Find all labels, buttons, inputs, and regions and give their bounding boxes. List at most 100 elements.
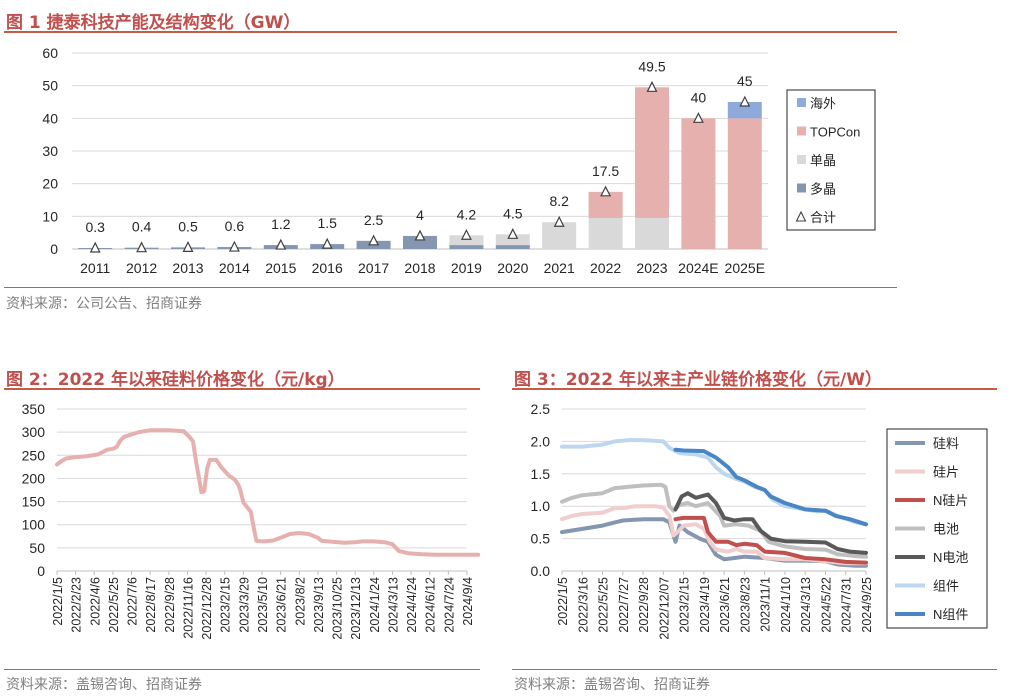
fig1-total-marker (414, 229, 426, 241)
fig2-chart: 0 50 100 150 200 250 300 350 2022/1/5 2022/2/23 20… (22, 401, 481, 640)
fig1-ytick-label: 60 (42, 45, 58, 61)
fig3-xtick-label: 2024/9/25 (860, 577, 874, 633)
fig2-xtick-label: 2022/1/5 (51, 577, 65, 626)
fig1-xtick-label: 2020 (497, 260, 528, 276)
fig3-xtick-label: 2022/3/16 (576, 577, 590, 633)
fig1-xtick-label: 2017 (358, 260, 389, 276)
fig2-xtick-label: 2023/8/2 (293, 577, 307, 626)
fig1-total-label: 2.5 (364, 212, 384, 228)
fig2-xtick-label: 2024/1/24 (368, 577, 382, 633)
fig2-ytick-label: 350 (22, 401, 46, 417)
fig3-legend-label: 组件 (933, 579, 959, 594)
fig1-ytick-label: 50 (42, 78, 58, 94)
fig1-title-rule (4, 31, 897, 33)
fig2-xtick-label: 2024/3/13 (386, 577, 400, 633)
fig1-legend-label: 合计 (810, 210, 836, 225)
fig2-ytick-label: 0 (37, 563, 45, 579)
fig1-title: 图 1 捷泰科技产能及结构变化（GW） (6, 13, 301, 33)
fig3-xtick-label: 2023/6/21 (718, 577, 732, 633)
fig1-xtick-label: 2015 (265, 260, 296, 276)
fig1-bar-segment (727, 102, 762, 119)
fig3-series-line (673, 491, 868, 555)
fig2-bottom-rule (4, 669, 480, 670)
fig1-total-marker (460, 228, 472, 240)
fig1-legend-swatch (797, 98, 806, 107)
fig3-xtick-label: 2023/8/23 (738, 577, 752, 633)
fig2-xtick-label: 2023/10/25 (331, 577, 345, 640)
fig1-total-label: 0.5 (178, 218, 198, 234)
fig1-bar-segment (495, 234, 530, 246)
fig1-legend-total-marker (795, 210, 807, 222)
fig2-xtick-label: 2022/12/28 (200, 577, 214, 640)
fig2-xtick-label: 2024/9/4 (461, 577, 475, 626)
fig3-xtick-label: 2022/12/07 (657, 577, 671, 640)
fig3-legend-label: N电池 (933, 550, 968, 565)
fig1-total-marker (553, 215, 565, 227)
fig2-ytick-label: 200 (22, 470, 46, 486)
fig3-source: 资料来源：盖锡咨询、招商证券 (514, 677, 710, 693)
fig3-series-line (560, 504, 868, 566)
fig3-legend-label: 电池 (933, 522, 959, 537)
fig1-xtick-label: 2024E (678, 260, 718, 276)
fig2-series-line (55, 428, 481, 557)
fig1-xtick-label: 2019 (451, 260, 482, 276)
fig3-ytick-label: 1.5 (531, 466, 551, 482)
fig2-xtick-label: 2022/7/6 (126, 577, 140, 626)
fig2-xtick-label: 2022/2/23 (70, 577, 84, 633)
fig3-xtick-label: 2022/9/28 (637, 577, 651, 633)
fig3-ytick-label: 1.0 (531, 498, 551, 514)
fig1-legend-swatch (797, 126, 806, 136)
fig1-total-label: 1.5 (317, 215, 337, 231)
fig3-legend-label: 硅片 (933, 465, 959, 480)
fig3-xtick-label: 2022/7/27 (617, 577, 631, 633)
fig3-title: 图 3：2022 年以来主产业链价格变化（元/W） (514, 370, 882, 390)
fig1-total-label: 8.2 (549, 193, 569, 209)
fig2-ytick-label: 300 (22, 424, 46, 440)
fig1-bar-segment (495, 245, 530, 249)
fig1-xtick-label: 2023 (636, 260, 667, 276)
fig1-xtick-label: 2022 (590, 260, 621, 276)
fig3-bottom-rule (512, 669, 997, 670)
fig3-chart: 0.0 0.5 1.0 1.5 2.0 2.5 2022/1/5 2022/3/16 2022/… (531, 401, 988, 640)
fig3-ytick-label: 0.5 (531, 531, 551, 547)
fig2-xtick-label: 2023/9/13 (312, 577, 326, 633)
fig3-legend-label: N硅片 (933, 493, 968, 508)
fig3-ytick-label: 2.5 (531, 401, 551, 417)
fig3-ytick-label: 2.0 (531, 433, 551, 449)
fig1-legend-label: 海外 (810, 96, 836, 111)
fig1-total-label: 0.4 (132, 219, 152, 235)
fig2-source: 资料来源：盖锡咨询、招商证券 (6, 677, 202, 693)
fig2-title-rule (4, 388, 480, 390)
fig3-series-line (560, 482, 868, 559)
fig3-xtick-label: 2023/4/19 (698, 577, 712, 633)
fig1-legend-label: 多晶 (810, 182, 836, 197)
fig1-legend-swatch (797, 155, 806, 164)
fig1-total-label: 0.3 (85, 219, 105, 235)
fig1-total-label: 4.5 (503, 205, 523, 221)
fig3-ytick-label: 0.0 (531, 563, 551, 579)
fig3-legend-label: 硅料 (933, 436, 959, 451)
fig2-title: 图 2：2022 年以来硅料价格变化（元/kg） (6, 370, 345, 390)
fig3-xtick-label: 2024/3/13 (799, 577, 813, 633)
fig1-bar-segment (635, 87, 669, 218)
fig1-bottom-rule (4, 287, 897, 288)
fig1-total-label: 0.6 (225, 218, 245, 234)
fig2-xtick-label: 2024/7/24 (442, 577, 456, 633)
fig1-xtick-label: 2018 (404, 260, 435, 276)
fig2-xtick-label: 2024/4/24 (405, 577, 419, 633)
fig1-legend-label: 单晶 (810, 153, 836, 168)
fig1-ytick-label: 20 (42, 176, 58, 192)
fig1-xtick-label: 2025E (725, 260, 765, 276)
fig1-ytick-label: 40 (42, 110, 58, 126)
fig3-xtick-label: 2022/1/5 (556, 577, 570, 626)
fig1-total-marker (739, 95, 751, 107)
fig2-xtick-label: 2023/6/21 (275, 577, 289, 633)
fig1-total-marker (321, 237, 333, 249)
fig1-bar-segment (635, 217, 669, 249)
fig1-total-marker (600, 185, 612, 197)
fig2-ytick-label: 50 (29, 540, 45, 556)
fig1-total-label: 17.5 (592, 163, 619, 179)
fig1-total-marker (646, 80, 658, 92)
fig1-xtick-label: 2014 (219, 260, 250, 276)
fig1-total-label: 4 (416, 207, 424, 223)
